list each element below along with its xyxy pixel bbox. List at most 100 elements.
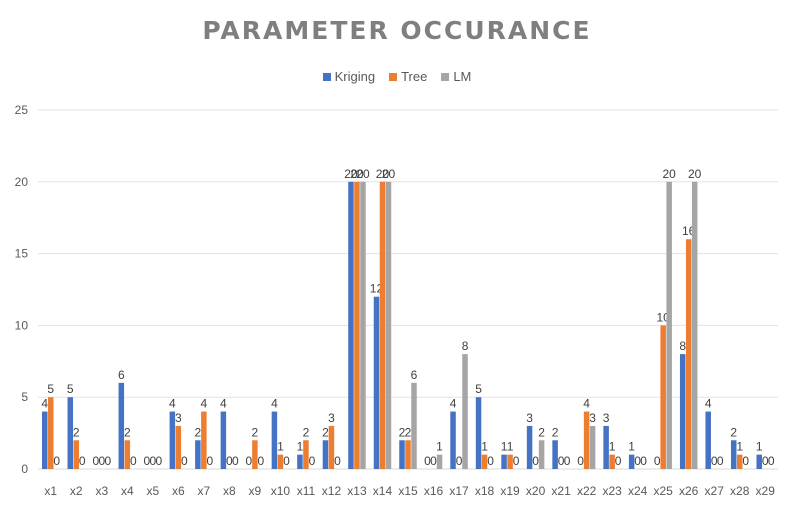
x-tick-label: x8 — [223, 484, 236, 498]
x-tick-label: x19 — [500, 484, 520, 498]
data-label: 1 — [297, 440, 304, 454]
data-label: 3 — [175, 411, 182, 425]
data-label: 20 — [344, 167, 358, 181]
bar-tree — [328, 425, 335, 469]
data-label: 4 — [201, 397, 208, 411]
data-label: 2 — [124, 425, 131, 439]
y-tick-label: 25 — [15, 103, 29, 117]
data-label: 2 — [552, 425, 559, 439]
legend-swatch-lm — [441, 72, 450, 81]
data-label: 1 — [277, 440, 284, 454]
legend: Kriging Tree LM — [0, 69, 794, 84]
bar-lm — [385, 181, 392, 470]
y-tick-label: 0 — [21, 462, 28, 476]
data-label: 1 — [756, 440, 763, 454]
bar-kriging — [169, 411, 176, 469]
data-label: 0 — [104, 454, 111, 468]
data-label: 0 — [634, 454, 641, 468]
data-label: 2 — [730, 425, 737, 439]
data-label: 0 — [768, 454, 775, 468]
x-tick-label: x17 — [449, 484, 469, 498]
x-tick-label: x26 — [679, 484, 699, 498]
bar-tree — [379, 181, 386, 470]
data-label: 0 — [577, 454, 584, 468]
x-tick-label: x10 — [271, 484, 291, 498]
bar-kriging — [67, 397, 74, 469]
bar-kriging — [501, 454, 507, 469]
x-tick-label: x16 — [424, 484, 444, 498]
bar-kriging — [118, 382, 125, 469]
data-label: 1 — [628, 440, 635, 454]
data-label: 6 — [411, 368, 418, 382]
data-label: 0 — [258, 454, 265, 468]
data-label: 20 — [356, 167, 370, 181]
data-label: 4 — [271, 397, 278, 411]
legend-swatch-kriging — [322, 72, 331, 81]
data-label: 0 — [424, 454, 431, 468]
x-tick-label: x28 — [730, 484, 750, 498]
data-label: 1 — [436, 440, 443, 454]
bar-kriging — [679, 354, 686, 469]
data-label: 0 — [309, 454, 316, 468]
bar-kriging — [705, 411, 711, 469]
data-label: 3 — [603, 411, 610, 425]
data-label: 20 — [662, 167, 676, 181]
x-tick-label: x12 — [322, 484, 342, 498]
data-label: 4 — [220, 397, 227, 411]
data-label: 0 — [207, 454, 214, 468]
data-label: 0 — [711, 454, 718, 468]
x-tick-label: x21 — [551, 484, 571, 498]
data-label: 20 — [688, 167, 702, 181]
bar-tree — [201, 411, 207, 469]
x-tick-label: x11 — [297, 484, 316, 498]
data-label: 8 — [679, 339, 686, 353]
data-label: 0 — [143, 454, 150, 468]
y-tick-label: 10 — [15, 318, 29, 332]
x-tick-label: x13 — [347, 484, 367, 498]
bar-kriging — [271, 411, 278, 469]
bar-lm — [691, 181, 698, 470]
data-label: 5 — [47, 382, 54, 396]
bar-tree — [507, 454, 513, 469]
data-label: 2 — [322, 425, 329, 439]
x-tick-label: x3 — [95, 484, 108, 498]
data-label: 0 — [181, 454, 188, 468]
data-label: 0 — [615, 454, 622, 468]
data-label: 4 — [41, 397, 48, 411]
bar-kriging — [450, 411, 456, 469]
data-label: 2 — [252, 425, 259, 439]
bar-tree — [660, 325, 666, 469]
x-tick-label: x15 — [398, 484, 418, 498]
bar-kriging — [756, 454, 762, 469]
legend-item-lm: LM — [441, 69, 471, 84]
bar-tree — [175, 425, 182, 469]
legend-label-lm: LM — [453, 69, 472, 84]
chart-title: PARAMETER OCCURANCE — [202, 16, 592, 45]
x-tick-label: x22 — [577, 484, 597, 498]
data-label: 3 — [589, 411, 596, 425]
bar-tree — [609, 454, 615, 469]
x-tick-label: x14 — [373, 484, 393, 498]
data-label: 0 — [79, 454, 86, 468]
bar-lm — [360, 181, 366, 470]
bar-kriging — [628, 454, 635, 469]
bar-kriging — [220, 411, 227, 469]
bar-kriging — [603, 425, 609, 469]
data-label: 0 — [532, 454, 539, 468]
data-label: 20 — [376, 167, 390, 181]
data-label: 2 — [303, 425, 310, 439]
bar-lm — [666, 181, 672, 470]
x-tick-label: x7 — [198, 484, 211, 498]
bar-tree — [583, 411, 590, 469]
bar-tree — [252, 440, 258, 469]
data-label: 3 — [328, 411, 335, 425]
bar-lm — [589, 425, 596, 469]
bar-tree — [685, 239, 692, 469]
data-label: 0 — [558, 454, 565, 468]
data-label: 0 — [564, 454, 571, 468]
data-label: 20 — [350, 167, 364, 181]
bar-kriging — [373, 296, 380, 469]
data-label: 2 — [73, 425, 80, 439]
x-tick-label: x18 — [475, 484, 495, 498]
